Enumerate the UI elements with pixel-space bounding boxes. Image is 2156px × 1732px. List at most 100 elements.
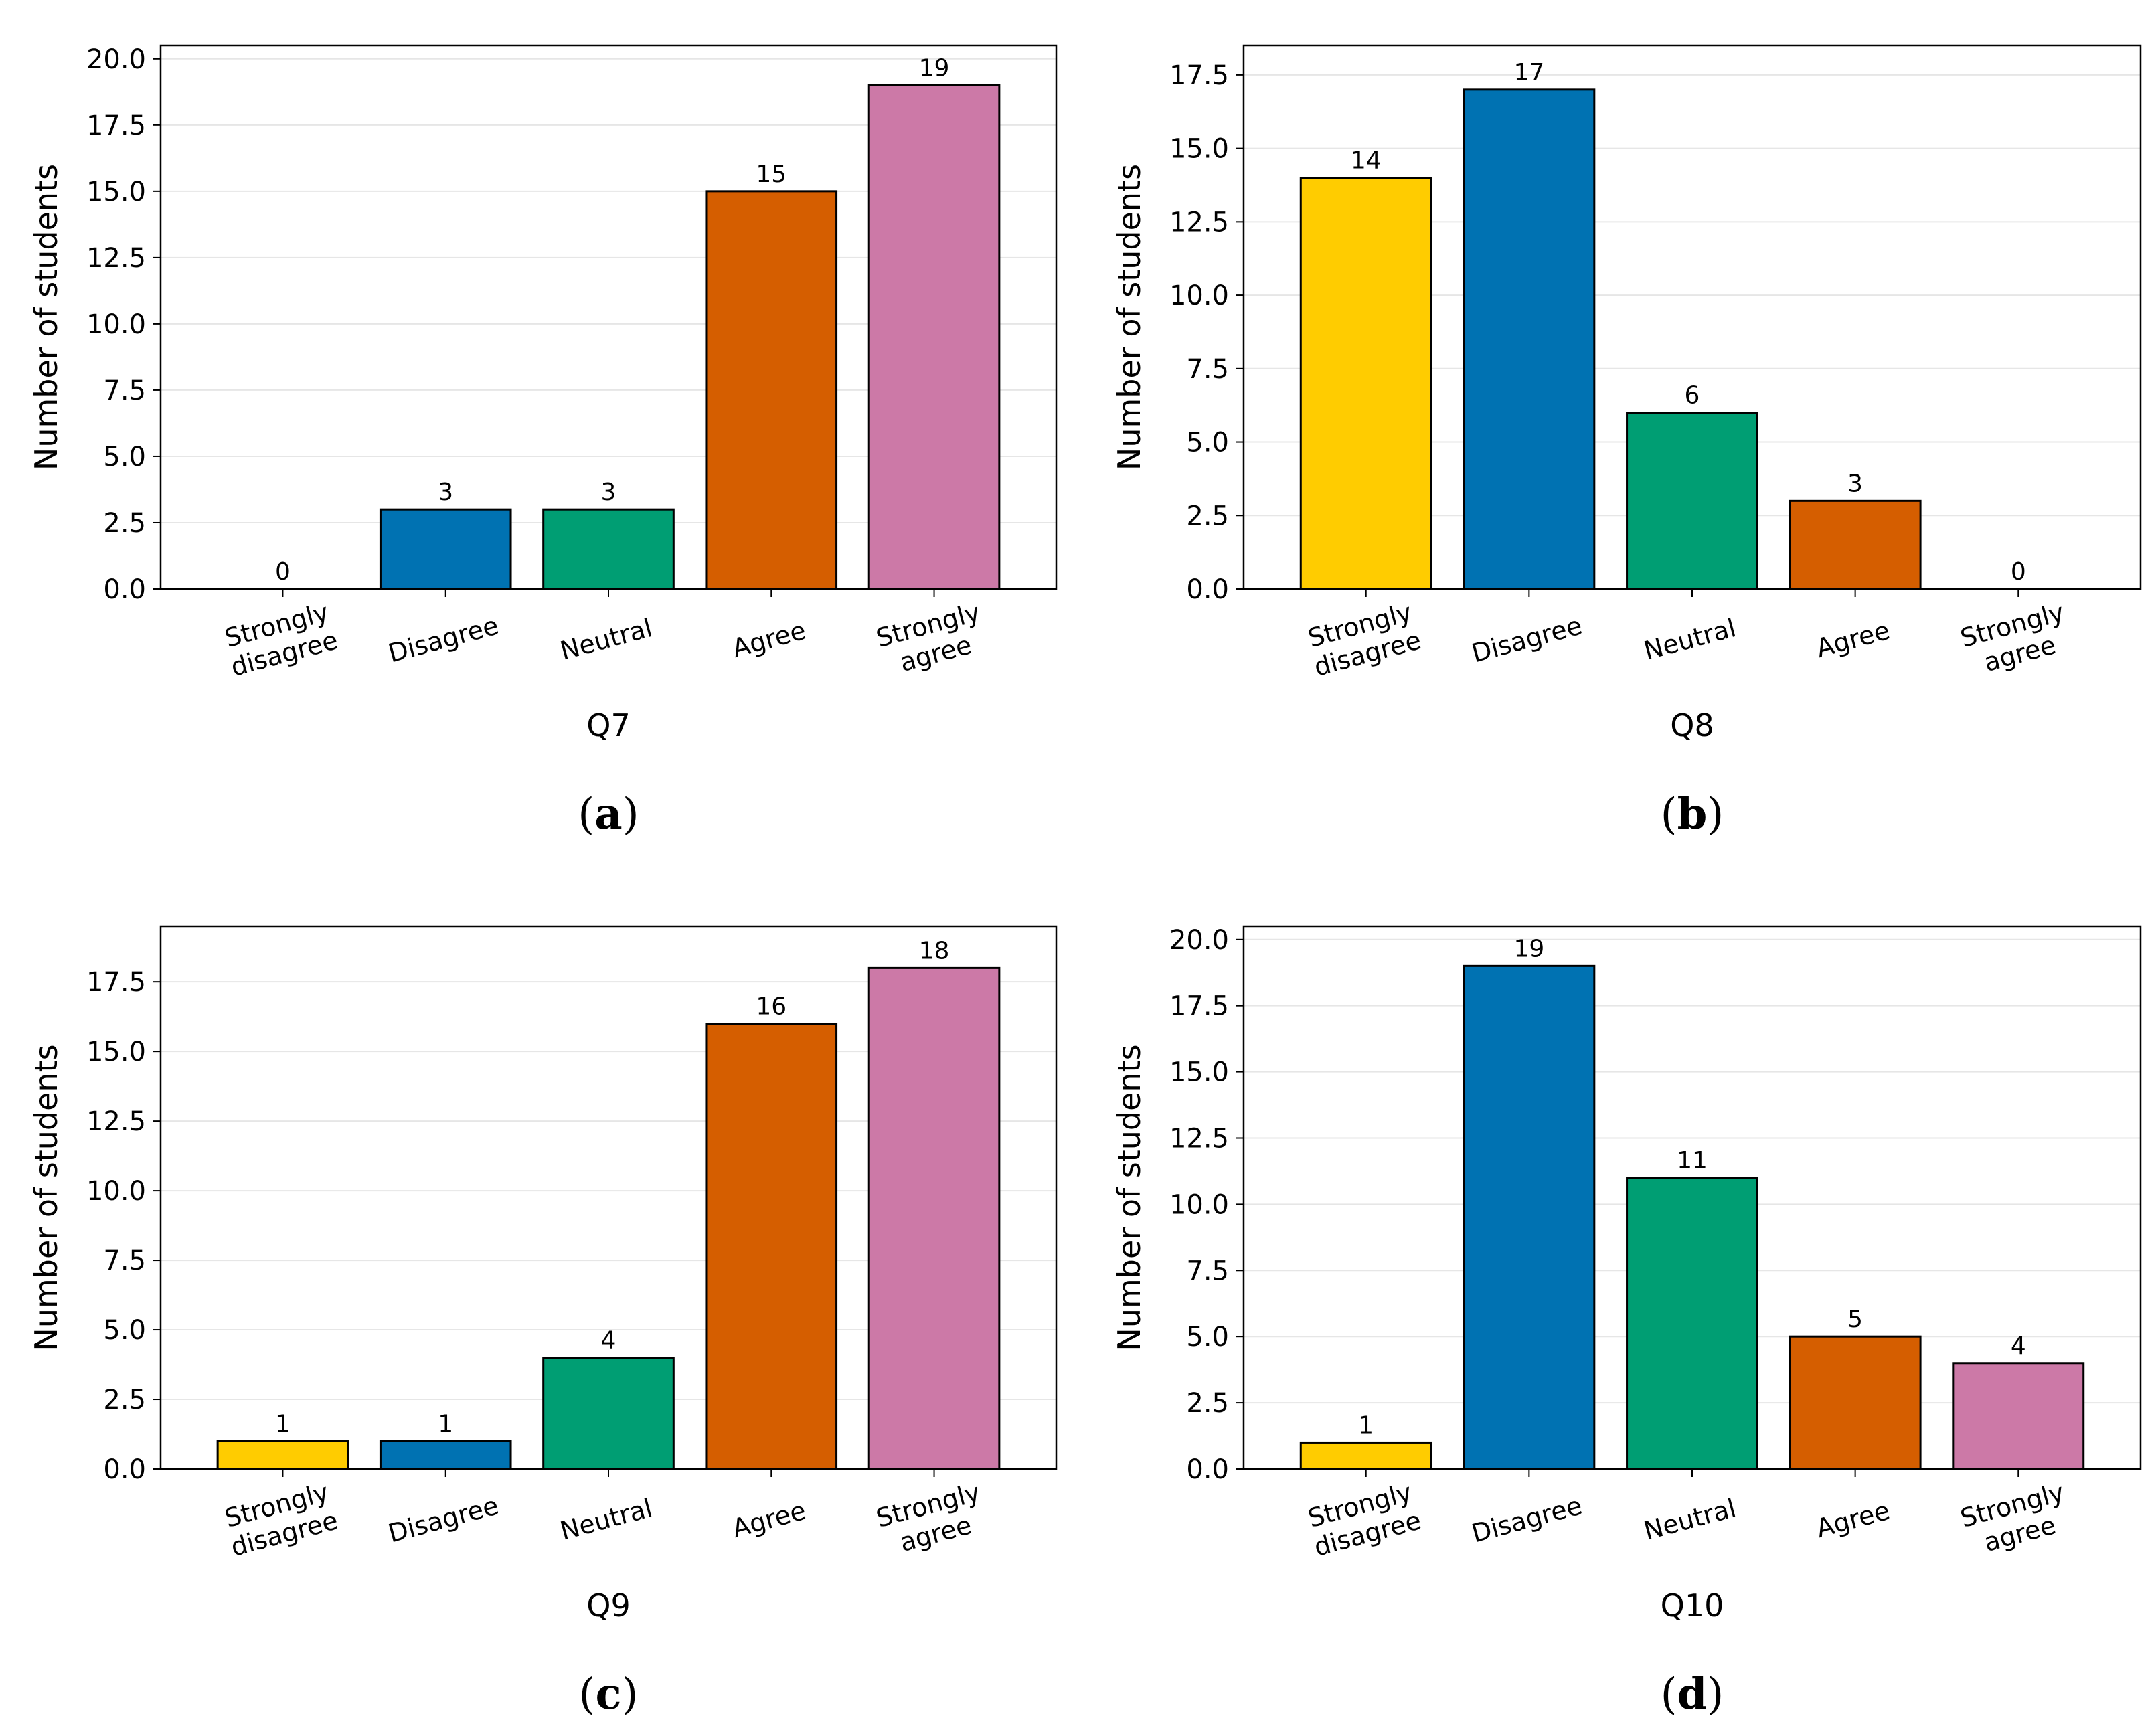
y-tick-label: 7.5 xyxy=(1186,1255,1229,1286)
plot-frame xyxy=(159,44,1058,590)
x-axis-label: Q9 xyxy=(586,1587,630,1624)
bar-value-label: 4 xyxy=(601,1327,616,1355)
y-tick-label: 0.0 xyxy=(1186,1454,1229,1485)
y-tick-label: 7.5 xyxy=(103,375,146,406)
plot-frame xyxy=(159,925,1058,1470)
y-tick-label: 20.0 xyxy=(1169,925,1229,956)
bar xyxy=(542,508,675,590)
panel-caption: (a) xyxy=(578,789,639,839)
y-axis-label: Number of students xyxy=(1111,164,1147,470)
caption-open-paren: ( xyxy=(579,1670,596,1719)
y-tick-label: 17.5 xyxy=(86,967,146,998)
x-category-line: Disagree xyxy=(385,1490,501,1548)
y-tick-label: 5.0 xyxy=(1186,428,1229,458)
x-category-label: Stronglyagree xyxy=(873,597,991,681)
bar-value-label: 3 xyxy=(1847,470,1863,497)
y-tick-label: 17.5 xyxy=(1169,60,1229,91)
y-tick-label: 15.0 xyxy=(86,1037,146,1067)
x-category-label: Stronglydisagree xyxy=(220,1477,341,1562)
bar-value-label: 1 xyxy=(1358,1411,1374,1439)
caption-open-paren: ( xyxy=(1661,1670,1677,1719)
x-category-label: Stronglydisagree xyxy=(1303,1477,1424,1562)
bar xyxy=(1463,964,1596,1470)
caption-close-paren: ) xyxy=(1707,790,1724,839)
bar xyxy=(1299,177,1432,590)
bar xyxy=(379,1440,512,1470)
plot-frame xyxy=(1242,44,2142,590)
x-category-label: Stronglyagree xyxy=(1957,1477,2075,1561)
y-tick-label: 12.5 xyxy=(1169,1123,1229,1154)
bar-value-label: 18 xyxy=(919,937,950,964)
bar xyxy=(216,1440,349,1470)
caption-close-paren: ) xyxy=(1707,1670,1724,1719)
bar xyxy=(379,508,512,590)
bar xyxy=(867,966,1001,1470)
x-category-label: Disagree xyxy=(1469,610,1585,668)
chart-panel-c: 0.0 2.5 5.0 7.5 10.0 12.5 15.0 17.5 1 Stronglydis… xyxy=(28,925,1058,1719)
x-category-line: Neutral xyxy=(1641,1493,1739,1546)
x-category-line: Neutral xyxy=(1641,613,1739,666)
chart-panel-b: 0.0 2.5 5.0 7.5 10.0 12.5 15.0 17.5 14 Stronglydi… xyxy=(1111,44,2142,839)
x-category-label: Stronglyagree xyxy=(873,1477,991,1561)
x-category-label: Stronglydisagree xyxy=(220,597,341,682)
x-category-label: Neutral xyxy=(557,613,655,666)
bar-value-label: 17 xyxy=(1513,59,1544,86)
x-category-line: Disagree xyxy=(385,610,501,668)
y-tick-label: 10.0 xyxy=(1169,1189,1229,1220)
bar-value-label: 0 xyxy=(275,558,291,586)
y-tick-label: 17.5 xyxy=(1169,991,1229,1022)
y-tick-label: 15.0 xyxy=(1169,134,1229,165)
x-axis-label: Q10 xyxy=(1661,1587,1724,1624)
caption-letter: b xyxy=(1677,789,1708,839)
y-tick-label: 0.0 xyxy=(103,574,146,605)
bar-value-label: 15 xyxy=(756,161,786,188)
bar xyxy=(867,84,1001,590)
y-tick-label: 17.5 xyxy=(86,110,146,141)
bar-value-label: 1 xyxy=(438,1410,453,1438)
bar-value-label: 1 xyxy=(275,1410,291,1438)
bar-value-label: 6 xyxy=(1685,382,1700,410)
bar-value-label: 5 xyxy=(1847,1306,1863,1333)
x-category-line: Neutral xyxy=(557,613,655,666)
panel-caption: (b) xyxy=(1661,789,1724,839)
y-axis-label: Number of students xyxy=(1111,1044,1147,1351)
x-category-line: Disagree xyxy=(1469,610,1585,668)
y-tick-label: 0.0 xyxy=(103,1454,146,1485)
y-tick-label: 5.0 xyxy=(103,1315,146,1346)
x-category-label: Stronglydisagree xyxy=(1303,597,1424,682)
x-category-label: Neutral xyxy=(1641,613,1739,666)
panel-caption: (c) xyxy=(579,1669,639,1719)
bar-value-label: 11 xyxy=(1677,1147,1708,1175)
y-tick-label: 2.5 xyxy=(103,508,146,539)
bar xyxy=(1952,1362,2085,1470)
chart-panel-d: 0.0 2.5 5.0 7.5 10.0 12.5 15.0 17.5 20.0 1 Strongl… xyxy=(1111,925,2142,1719)
x-category-line: Disagree xyxy=(1469,1490,1585,1548)
y-tick-label: 12.5 xyxy=(1169,207,1229,238)
y-tick-label: 20.0 xyxy=(86,44,146,75)
bar xyxy=(1626,412,1758,590)
y-tick-label: 0.0 xyxy=(1186,574,1229,605)
bar xyxy=(1299,1441,1432,1470)
caption-letter: d xyxy=(1677,1669,1708,1719)
x-category-label: Neutral xyxy=(557,1493,655,1546)
y-tick-label: 15.0 xyxy=(1169,1057,1229,1088)
x-category-label: Stronglyagree xyxy=(1957,597,2075,681)
x-category-label: Disagree xyxy=(385,610,501,668)
bar-value-label: 3 xyxy=(438,479,453,506)
y-tick-label: 2.5 xyxy=(103,1385,146,1415)
x-category-label: Agree xyxy=(729,1496,809,1543)
bar-value-label: 14 xyxy=(1351,147,1382,175)
bar-value-label: 16 xyxy=(756,993,786,1021)
y-tick-label: 5.0 xyxy=(103,442,146,472)
bar xyxy=(542,1357,675,1470)
x-category-label: Agree xyxy=(1813,616,1893,663)
y-tick-label: 7.5 xyxy=(103,1245,146,1276)
y-tick-label: 2.5 xyxy=(1186,1388,1229,1419)
bar-value-label: 19 xyxy=(1513,935,1544,962)
bar xyxy=(705,1023,838,1470)
caption-open-paren: ( xyxy=(1661,790,1677,839)
x-category-line: Agree xyxy=(1813,616,1893,663)
x-category-line: Agree xyxy=(729,1496,809,1543)
bar xyxy=(705,190,838,590)
y-tick-label: 12.5 xyxy=(86,1106,146,1137)
